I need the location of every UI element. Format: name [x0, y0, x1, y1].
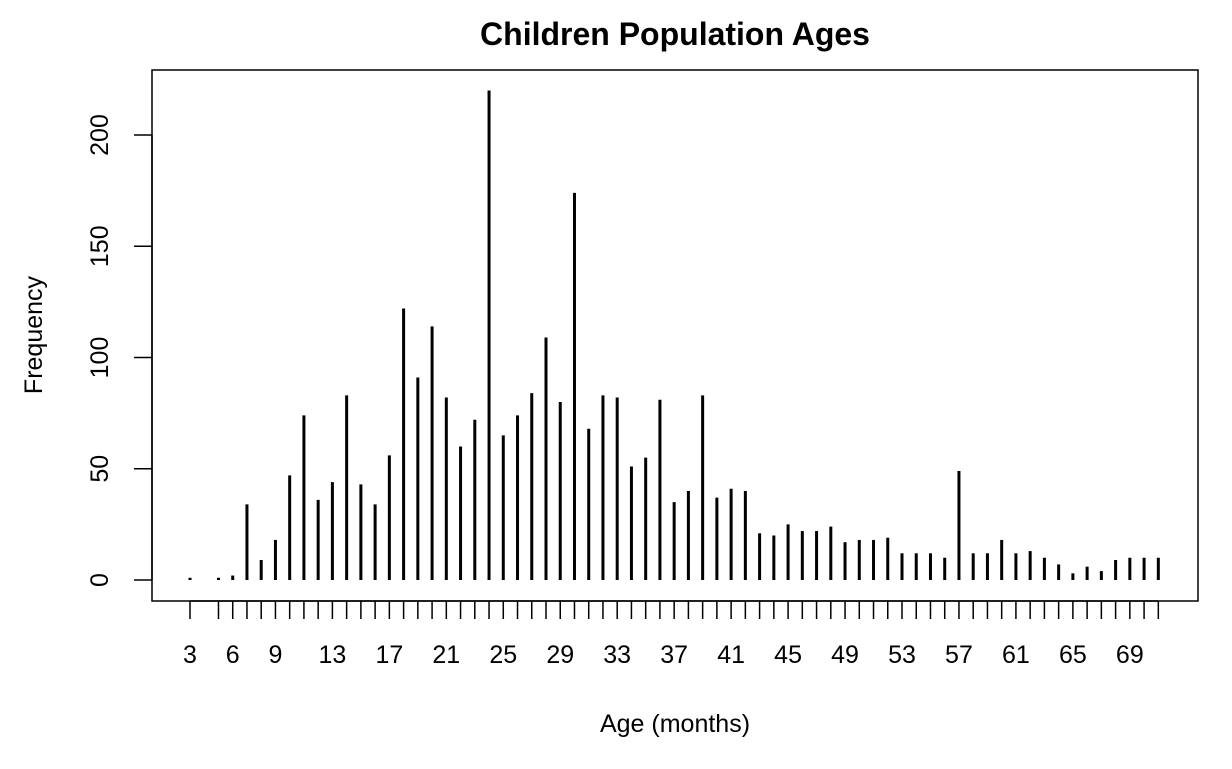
x-tick-label: 45	[774, 641, 802, 669]
x-tick-label: 41	[717, 641, 745, 669]
x-tick-label: 29	[546, 641, 574, 669]
x-tick-label: 57	[945, 641, 973, 669]
x-tick-label: 21	[432, 641, 460, 669]
y-tick-label: 50	[86, 455, 114, 483]
x-tick-label: 61	[1002, 641, 1030, 669]
y-tick-label: 0	[86, 573, 114, 587]
x-tick-label: 17	[375, 641, 403, 669]
x-tick-label: 25	[489, 641, 517, 669]
x-tick-label: 13	[318, 641, 346, 669]
y-axis-label: Frequency	[20, 275, 48, 394]
x-tick-label: 53	[888, 641, 916, 669]
x-tick-label: 9	[268, 641, 282, 669]
y-axis: 0 50 100 150 200	[86, 114, 153, 587]
x-tick-label: 49	[831, 641, 859, 669]
x-tick-label: 33	[603, 641, 631, 669]
x-tick-label: 37	[660, 641, 688, 669]
chart-title: Children Population Ages	[480, 16, 870, 52]
y-tick-label: 150	[86, 225, 114, 267]
x-axis-label: Age (months)	[600, 710, 750, 738]
bars-layer	[188, 90, 1160, 580]
y-tick-label: 100	[86, 337, 114, 379]
x-tick-label: 65	[1059, 641, 1087, 669]
x-tick-label: 69	[1116, 641, 1144, 669]
x-tick-label: 6	[226, 641, 240, 669]
y-tick-label: 200	[86, 114, 114, 156]
x-axis: 3 6 9 13 17 21 25 29 33 37 41 45 49 53 57 61 65 69	[183, 600, 1160, 669]
x-tick-label: 3	[183, 641, 197, 669]
